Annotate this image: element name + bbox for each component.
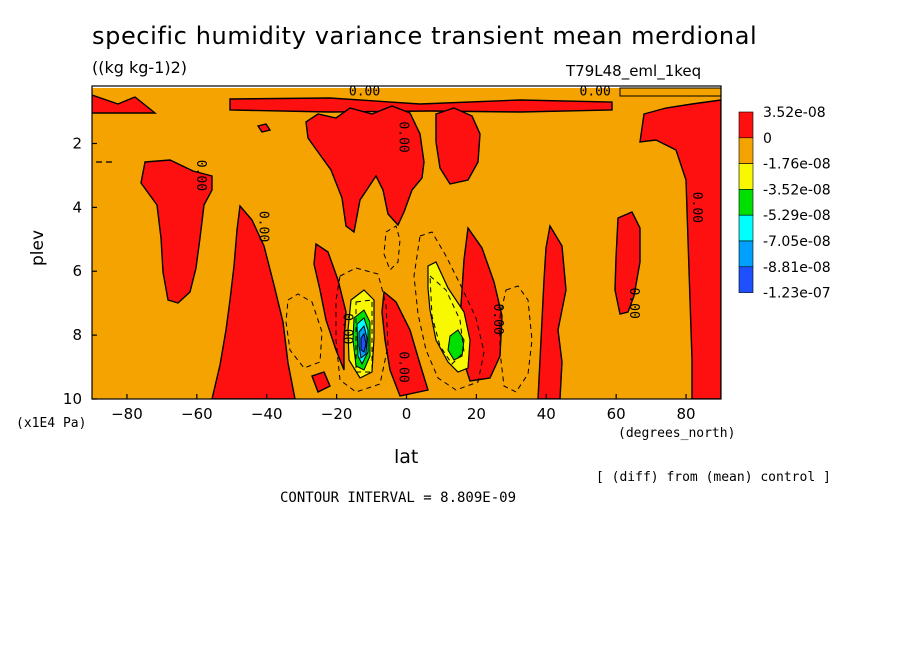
legend-label: -8.81e-08 — [763, 260, 831, 276]
positive-region-upper-center — [305, 105, 425, 234]
legend-swatch — [738, 111, 754, 139]
positive-region-sh-midlat — [140, 159, 213, 304]
x-tick-label: 40 — [537, 405, 556, 423]
y-tick-label: 6 — [72, 262, 82, 280]
contour-interval: CONTOUR INTERVAL = 8.809E-09 — [280, 490, 517, 506]
contour-labels: 0.00 0.00 0.00 0.00 0.00 0.00 0.00 0.00 0.00 0.00 — [193, 85, 704, 383]
x-tick-label: 20 — [467, 405, 486, 423]
positive-region-nh-highlat — [614, 211, 641, 315]
contour-label: 0.00 — [689, 192, 704, 223]
chart-title: specific humidity variance transient mea… — [92, 22, 758, 50]
legend-swatch — [738, 137, 754, 164]
x-tick-label: −60 — [181, 405, 213, 423]
legend-swatch — [738, 189, 754, 216]
x-tick-label: −40 — [251, 405, 283, 423]
positive-region-upper-right — [435, 107, 481, 185]
x-tick-label: 0 — [402, 405, 412, 423]
x-tick-label: −80 — [111, 405, 143, 423]
negative-contours — [285, 225, 533, 393]
contour-label: 0.00 — [580, 85, 611, 100]
units-label: ((kg kg-1)2) — [92, 58, 188, 77]
x-axis-label: lat — [394, 446, 419, 468]
positive-region-sh-tropics — [211, 204, 296, 399]
legend-label: -7.05e-08 — [763, 234, 831, 250]
contour-label: 0.00 — [396, 121, 411, 152]
legend-label: -1.23e-07 — [763, 286, 831, 302]
x-tick-label: 80 — [677, 405, 696, 423]
positive-region-top-left — [92, 94, 157, 114]
y-axis: 2 4 6 8 10 — [63, 134, 97, 408]
positive-region-equator-low — [381, 290, 429, 397]
y-axis-label: plev — [28, 229, 48, 266]
legend-label: 0 — [763, 131, 772, 147]
positive-region-polar — [639, 99, 721, 399]
legend-swatch — [738, 240, 754, 268]
contour-label: 0.00 — [490, 303, 505, 334]
positive-region-nh-subtropics — [459, 226, 503, 382]
contour-label: 0.00 — [256, 211, 271, 242]
legend-swatch — [738, 163, 754, 190]
y-tick-label: 2 — [72, 134, 82, 152]
top-right-box — [619, 87, 721, 97]
legend-label: -3.52e-08 — [763, 182, 831, 198]
x-tick-label: −20 — [321, 405, 353, 423]
positive-region-top-center — [229, 97, 613, 113]
legend-label: 3.52e-08 — [763, 105, 826, 121]
contour-label: 0.00 — [626, 288, 641, 319]
positive-region-mid-center — [313, 242, 347, 371]
contour-label: 0.00 — [396, 351, 411, 382]
contour-label: 0.00 — [349, 85, 380, 100]
legend-swatch — [738, 214, 754, 242]
x-tick-label: 60 — [607, 405, 626, 423]
legend-swatch — [738, 266, 754, 293]
x-units-label: (degrees_north) — [618, 426, 736, 441]
diff-note: [ (diff) from (mean) control ] — [596, 470, 831, 485]
negative-region-sh-deepest — [360, 332, 367, 353]
plot-area — [92, 86, 721, 399]
run-label: T79L48_eml_1keq — [566, 62, 702, 80]
positive-region-small-2 — [311, 371, 331, 393]
x-axis: −80 −60 −40 −20 0 20 40 60 80 — [111, 394, 696, 423]
positive-region-nh-midlat — [537, 224, 567, 399]
y-scale-label: (x1E4 Pa) — [16, 416, 87, 431]
y-tick-label: 8 — [72, 326, 82, 344]
y-tick-label: 10 — [63, 390, 82, 408]
contour-label: 0.00 — [193, 160, 208, 191]
legend: 3.52e-08 0 -1.76e-08 -3.52e-08 -5.29e-08 -7.0… — [738, 105, 831, 302]
y-tick-label: 4 — [72, 198, 82, 216]
legend-label: -5.29e-08 — [763, 208, 831, 224]
positive-region-small — [256, 123, 272, 133]
legend-label: -1.76e-08 — [763, 157, 831, 173]
contour-label: 0.00 — [340, 313, 355, 344]
negative-region-nh-core — [447, 329, 465, 361]
